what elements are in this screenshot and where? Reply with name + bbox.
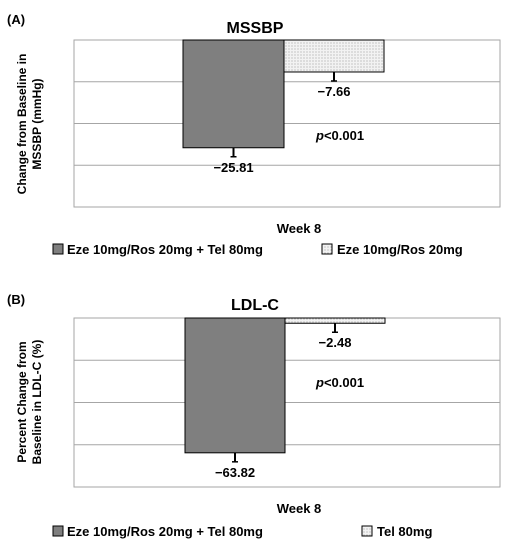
- data-label-a-2: −7.66: [318, 84, 351, 99]
- p-value-text: <0.001: [324, 128, 364, 143]
- legend-label-a-1: Eze 10mg/Ros 20mg + Tel 80mg: [67, 242, 263, 257]
- legend-swatch-a-1: [52, 243, 64, 255]
- chart-title-a: MSSBP: [227, 20, 284, 37]
- legend-label-b-1: Eze 10mg/Ros 20mg + Tel 80mg: [67, 524, 263, 539]
- y-axis-label-line: Baseline in LDL-C (%): [30, 340, 44, 465]
- y-axis-label-b: Percent Change fromBaseline in LDL-C (%): [15, 340, 44, 465]
- y-axis-label-a: Change from Baseline inMSSBP (mmHg): [15, 54, 44, 195]
- p-value-b: p<0.001: [315, 375, 364, 390]
- legend-label-a-2: Eze 10mg/Ros 20mg: [337, 242, 463, 257]
- x-axis-label-b: Week 8: [277, 501, 322, 516]
- legend-swatch-b-1: [52, 525, 64, 537]
- chart-title-b: LDL-C: [231, 297, 279, 314]
- p-value-symbol: p: [315, 128, 324, 143]
- legend-label-b-2: Tel 80mg: [377, 524, 432, 539]
- p-value-a: p<0.001: [315, 128, 364, 143]
- legend-swatch-a-2: [321, 243, 333, 255]
- y-axis-label-line: MSSBP (mmHg): [30, 78, 44, 169]
- y-axis-label-line: Percent Change from: [15, 341, 29, 462]
- bar-a-1: [182, 39, 285, 149]
- data-label-a-1: −25.81: [213, 160, 253, 175]
- bar-a-2: [283, 39, 385, 73]
- bar-b-1: [184, 317, 286, 454]
- x-axis-label-a: Week 8: [277, 221, 322, 236]
- p-value-symbol: p: [315, 375, 324, 390]
- data-label-b-2: −2.48: [319, 335, 352, 350]
- panel-label-a: (A): [7, 12, 25, 27]
- panel-label-b: (B): [7, 292, 25, 307]
- p-value-text: <0.001: [324, 375, 364, 390]
- y-axis-label-line: Change from Baseline in: [15, 54, 29, 195]
- legend-swatch-b-2: [361, 525, 373, 537]
- bar-b-2: [284, 317, 386, 324]
- data-label-b-1: −63.82: [215, 465, 255, 480]
